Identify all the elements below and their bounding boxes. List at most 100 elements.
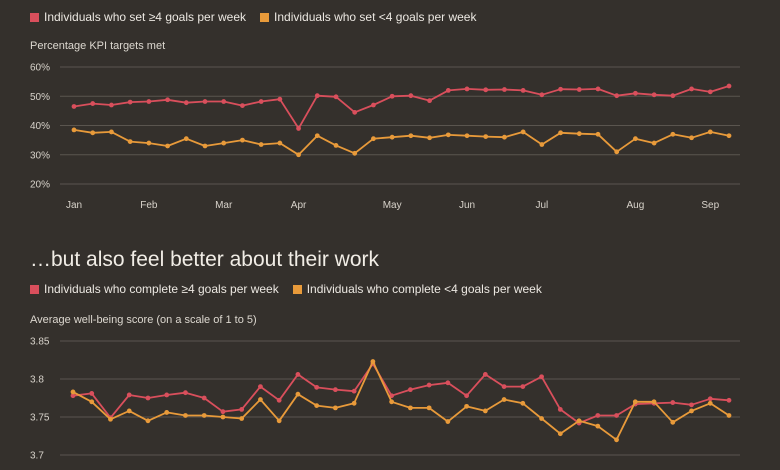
legend-swatch-red	[30, 12, 39, 22]
y-tick-label: 60%	[30, 63, 50, 74]
data-point	[576, 131, 582, 137]
y-tick-label: 20%	[30, 180, 50, 191]
data-point	[595, 413, 601, 418]
data-point	[689, 402, 694, 408]
data-point	[314, 133, 320, 139]
data-point	[201, 395, 207, 401]
data-point	[183, 413, 188, 418]
data-point	[614, 437, 619, 443]
data-point	[576, 87, 582, 92]
data-point	[165, 143, 170, 149]
data-point	[445, 132, 451, 138]
data-point	[614, 93, 620, 99]
data-point	[90, 101, 96, 106]
data-point	[595, 423, 601, 429]
data-point	[370, 359, 376, 364]
data-point	[371, 136, 376, 142]
data-point	[464, 133, 470, 139]
data-point	[295, 391, 301, 397]
data-point	[296, 126, 301, 131]
data-point	[707, 129, 713, 135]
data-point	[240, 103, 245, 109]
data-point	[707, 400, 713, 406]
data-point	[371, 102, 376, 108]
data-point	[164, 392, 170, 398]
chart2-title: …but also feel better about their work	[30, 248, 380, 271]
data-point	[90, 130, 96, 136]
x-tick-label: Mar	[215, 200, 233, 211]
data-point	[445, 88, 451, 93]
data-point	[183, 390, 188, 396]
data-point	[483, 87, 489, 93]
data-point	[70, 393, 76, 399]
data-point	[146, 140, 152, 146]
data-point	[239, 416, 245, 421]
chart1-y-axis-label: Percentage KPI targets met	[30, 40, 166, 52]
data-point	[201, 413, 207, 418]
y-tick-label: 50%	[30, 92, 50, 103]
data-point	[651, 92, 657, 98]
data-point	[445, 419, 451, 424]
data-point	[520, 384, 526, 389]
data-point	[389, 399, 395, 405]
data-point	[482, 372, 488, 377]
x-tick-label: Feb	[140, 200, 158, 211]
data-point	[183, 136, 189, 142]
data-point	[71, 127, 77, 133]
data-point	[258, 142, 264, 147]
data-point	[296, 152, 301, 158]
series-line	[73, 85, 730, 130]
series-high-goals	[70, 361, 732, 426]
data-point	[314, 384, 320, 390]
data-point	[258, 397, 263, 402]
data-point	[240, 137, 245, 143]
data-point	[221, 99, 227, 104]
data-point	[145, 418, 151, 424]
data-point	[126, 408, 132, 414]
data-point	[70, 389, 76, 395]
x-tick-label: Jun	[459, 200, 475, 211]
data-point	[520, 88, 526, 93]
series-line	[72, 360, 730, 441]
data-point	[239, 407, 245, 412]
data-point	[295, 372, 301, 377]
data-point	[689, 135, 694, 141]
data-point	[408, 133, 414, 139]
data-point	[183, 100, 189, 106]
data-point	[539, 374, 544, 380]
data-point	[557, 431, 563, 437]
data-point	[632, 399, 638, 405]
data-point	[614, 413, 619, 418]
legend-label: Individuals who complete <4 goals per we…	[306, 282, 542, 296]
data-point	[595, 131, 601, 137]
wellbeing-line-chart: 3.7 3.75 3.8 3.85	[30, 337, 740, 462]
legend-label: Individuals who set ≥4 goals per week	[44, 10, 247, 24]
data-point	[220, 414, 226, 420]
data-point	[202, 99, 208, 104]
legend-item-set-lt4: Individuals who set <4 goals per week	[260, 10, 476, 24]
data-point	[427, 135, 432, 141]
data-point	[333, 142, 339, 148]
data-point	[426, 405, 432, 411]
data-point	[633, 90, 638, 96]
data-point	[670, 400, 676, 405]
data-point	[464, 403, 469, 409]
data-point	[576, 418, 582, 424]
data-point	[501, 384, 507, 389]
data-point	[164, 410, 170, 415]
chart2-y-axis-label: Average well-being score (on a scale of …	[30, 314, 257, 326]
data-point	[539, 416, 544, 421]
data-point	[71, 104, 77, 109]
data-point	[464, 86, 470, 92]
series-line	[73, 129, 730, 156]
data-point	[670, 131, 676, 137]
x-tick-label: Sep	[701, 200, 719, 211]
data-point	[258, 99, 264, 104]
series-low-goals	[70, 359, 732, 443]
legend-label: Individuals who complete ≥4 goals per we…	[44, 282, 279, 296]
kpi-targets-line-chart: 20% 30% 40% 50% 60% Jan Feb Mar Apr May Jun Jul Aug S…	[30, 63, 740, 211]
data-point	[464, 393, 469, 399]
data-point	[333, 387, 338, 393]
data-point	[389, 134, 395, 140]
legend-label: Individuals who set <4 goals per week	[274, 10, 477, 24]
